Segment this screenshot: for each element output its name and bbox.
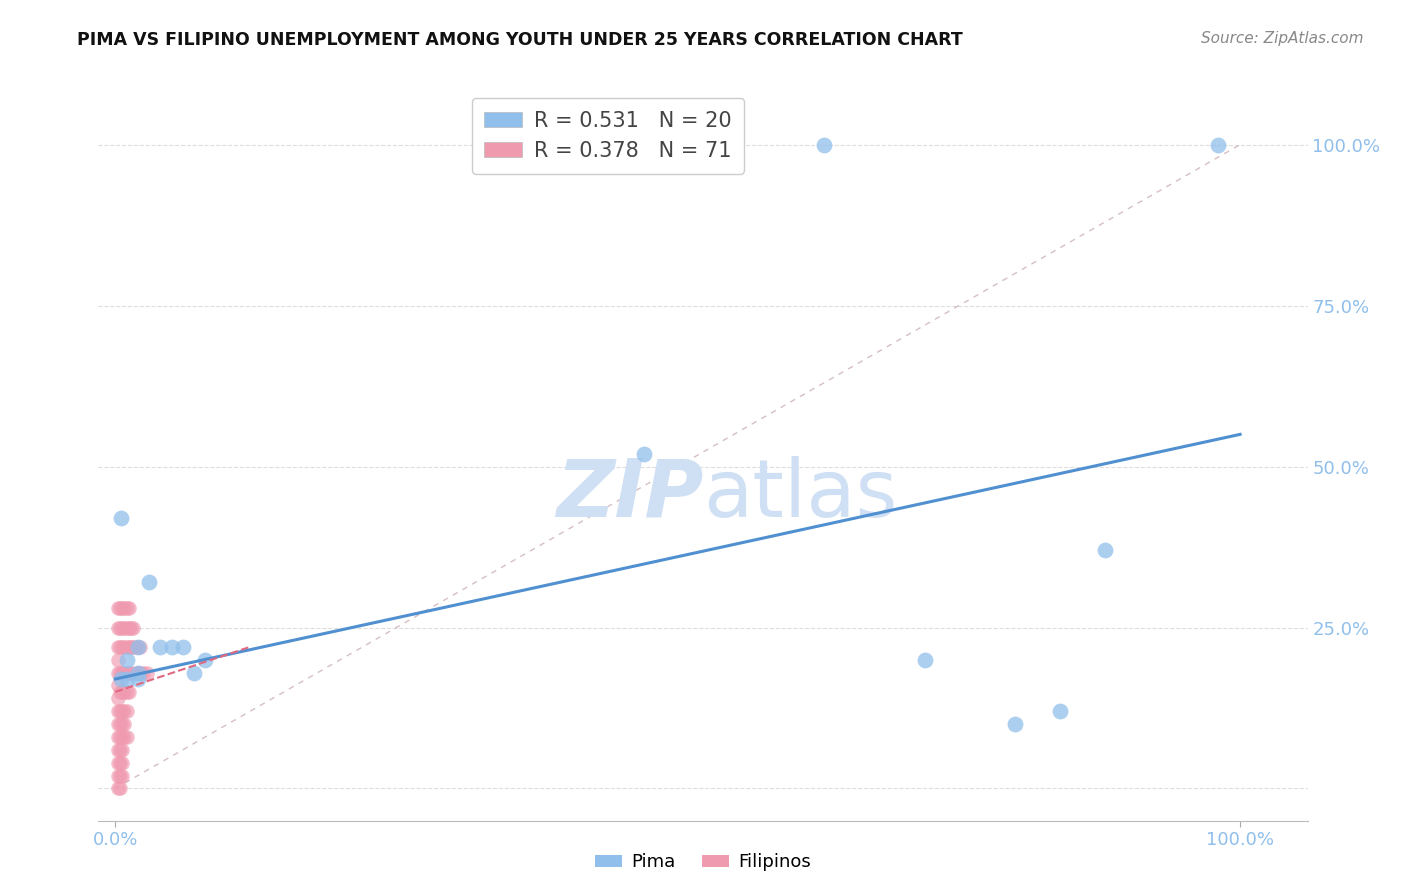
Point (115, 730, 138, 744)
Point (111, 685, 134, 699)
Point (118, 685, 141, 699)
Point (138, 575, 160, 590)
Point (108, 665, 131, 680)
Point (107, 756, 129, 770)
Point (108, 685, 131, 699)
Point (111, 717, 134, 731)
Point (160, 640, 183, 654)
Point (120, 665, 142, 680)
Point (107, 704, 129, 718)
Point (1049, 704, 1071, 718)
Point (118, 665, 141, 680)
Point (107, 653, 129, 667)
Point (111, 640, 134, 654)
Point (149, 640, 172, 654)
Point (112, 704, 135, 718)
Point (118, 601, 141, 615)
Point (129, 640, 152, 654)
Point (124, 665, 146, 680)
Point (813, 137, 835, 152)
Point (108, 717, 131, 731)
Legend: R = 0.531   N = 20, R = 0.378   N = 71: R = 0.531 N = 20, R = 0.378 N = 71 (471, 98, 744, 174)
Point (108, 756, 131, 770)
Legend: Pima, Filipinos: Pima, Filipinos (588, 847, 818, 879)
Point (127, 640, 149, 654)
Point (127, 665, 149, 680)
Point (107, 743, 129, 757)
Point (132, 665, 155, 680)
Point (112, 640, 135, 654)
Point (118, 640, 141, 654)
Point (118, 620, 141, 634)
Point (115, 620, 138, 634)
Point (115, 665, 138, 680)
Point (107, 665, 129, 680)
Point (127, 640, 149, 654)
Point (112, 620, 135, 634)
Point (107, 678, 129, 692)
Point (914, 653, 936, 667)
Point (115, 653, 138, 667)
Point (111, 620, 134, 634)
Point (135, 665, 157, 680)
Point (115, 640, 138, 654)
Point (108, 781, 131, 796)
Point (115, 601, 138, 615)
Point (108, 620, 131, 634)
Point (120, 620, 142, 634)
Point (107, 768, 129, 782)
Point (115, 672, 138, 686)
Text: ZIP: ZIP (555, 456, 703, 534)
Point (108, 601, 131, 615)
Point (1206, 137, 1229, 152)
Point (194, 653, 217, 667)
Point (127, 665, 149, 680)
Point (111, 743, 134, 757)
Point (111, 601, 134, 615)
Point (122, 640, 145, 654)
Point (112, 717, 135, 731)
Point (129, 665, 152, 680)
Text: PIMA VS FILIPINO UNEMPLOYMENT AMONG YOUTH UNDER 25 YEARS CORRELATION CHART: PIMA VS FILIPINO UNEMPLOYMENT AMONG YOUT… (77, 31, 963, 49)
Point (107, 691, 129, 706)
Point (110, 672, 132, 686)
Point (107, 640, 129, 654)
Point (108, 743, 131, 757)
Point (107, 730, 129, 744)
Point (108, 704, 131, 718)
Point (108, 640, 131, 654)
Point (111, 704, 134, 718)
Point (124, 640, 146, 654)
Point (115, 685, 138, 699)
Point (107, 601, 129, 615)
Text: Source: ZipAtlas.com: Source: ZipAtlas.com (1201, 31, 1364, 46)
Point (1004, 717, 1026, 731)
Point (111, 756, 134, 770)
Point (172, 640, 194, 654)
Point (120, 640, 142, 654)
Point (127, 672, 149, 686)
Point (111, 665, 134, 680)
Point (183, 665, 205, 680)
Point (112, 665, 135, 680)
Point (115, 704, 138, 718)
Point (1094, 543, 1116, 558)
Point (633, 447, 655, 461)
Text: atlas: atlas (703, 456, 897, 534)
Point (108, 730, 131, 744)
Point (111, 768, 134, 782)
Point (110, 511, 132, 525)
Point (108, 768, 131, 782)
Point (112, 685, 135, 699)
Point (111, 730, 134, 744)
Point (107, 717, 129, 731)
Point (107, 781, 129, 796)
Point (112, 601, 135, 615)
Point (122, 620, 145, 634)
Point (107, 620, 129, 634)
Point (112, 730, 135, 744)
